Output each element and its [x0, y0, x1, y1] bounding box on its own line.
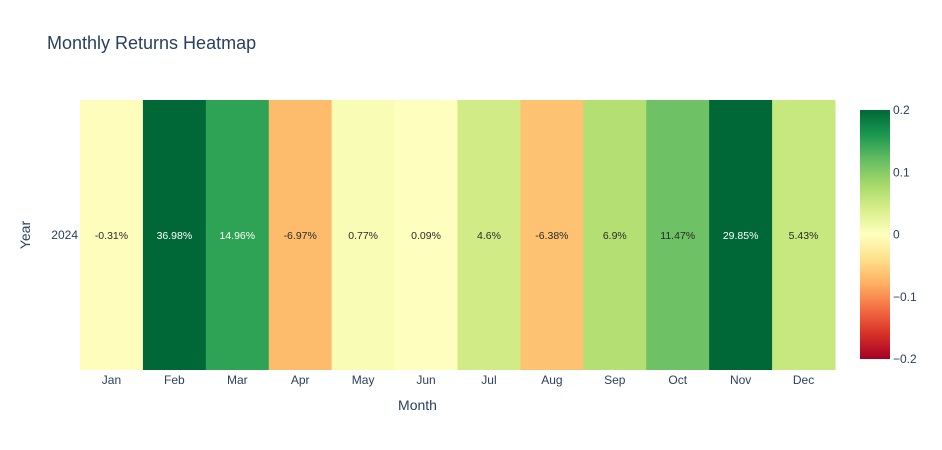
y-axis-title: Year: [17, 221, 33, 250]
heatmap-cell-label: 0.09%: [411, 230, 441, 242]
heatmap-cell: [457, 100, 521, 370]
heatmap-cell-label: -0.31%: [95, 230, 128, 242]
colorbar-tick-label: 0: [893, 228, 900, 242]
x-axis-ticks: Jan Feb Mar Apr May Jun Jul Aug Sep Oct Nov Dec: [102, 373, 814, 387]
heatmap-cell-label: -6.38%: [535, 230, 568, 242]
colorbar-tick-label: −0.1: [893, 290, 917, 304]
x-tick-label: Feb: [164, 373, 185, 387]
heatmap-cell: [331, 100, 396, 370]
heatmap-cell-label: 4.6%: [477, 230, 501, 242]
colorbar: 0.2 0.1 0 −0.1 −0.2: [860, 103, 917, 366]
heatmap-cell-label: 36.98%: [157, 230, 193, 242]
heatmap-cell: [646, 100, 710, 370]
x-tick-label: Oct: [668, 373, 687, 387]
x-axis-title: Month: [398, 397, 437, 413]
heatmap-cell: [205, 100, 270, 370]
colorbar-tick-label: 0.1: [893, 165, 910, 179]
heatmap-cell: [142, 100, 207, 370]
heatmap-cell-label: 29.85%: [723, 230, 759, 242]
heatmap-cell: [80, 100, 144, 370]
y-axis-ticks: 2024: [51, 228, 78, 242]
colorbar-tick-label: −0.2: [893, 352, 917, 366]
x-tick-label: Apr: [291, 373, 310, 387]
heatmap-cell: [394, 100, 458, 370]
x-tick-label: Dec: [793, 373, 814, 387]
x-tick-label: Jun: [416, 373, 435, 387]
chart-title: Monthly Returns Heatmap: [47, 33, 257, 53]
heatmap-cell: [268, 100, 333, 370]
x-tick-label: Jan: [102, 373, 121, 387]
heatmap-cell-label: 5.43%: [789, 230, 819, 242]
heatmap-cell: [709, 100, 773, 370]
heatmap-cells: [80, 100, 836, 370]
heatmap-cell-label: 6.9%: [603, 230, 627, 242]
heatmap-cell: [583, 100, 647, 370]
heatmap-cell-label: 0.77%: [348, 230, 378, 242]
colorbar-ticks: 0.2 0.1 0 −0.1 −0.2: [893, 103, 917, 366]
x-tick-label: Nov: [730, 373, 751, 387]
heatmap-cell-label: 14.96%: [219, 230, 255, 242]
x-tick-label: Aug: [541, 373, 562, 387]
colorbar-tick-label: 0.2: [893, 103, 910, 117]
y-tick-label: 2024: [51, 228, 78, 242]
x-tick-label: Jul: [481, 373, 496, 387]
heatmap-cell: [520, 100, 584, 370]
colorbar-gradient: [860, 110, 890, 359]
heatmap-cell-label: 11.47%: [660, 230, 695, 242]
x-tick-label: Mar: [227, 373, 248, 387]
heatmap-cell-labels: -0.31% 36.98% 14.96% -6.97% 0.77% 0.09% 4.6% -6…: [95, 230, 819, 242]
heatmap-cell: [772, 100, 836, 370]
x-tick-label: May: [352, 373, 375, 387]
heatmap-cell-label: -6.97%: [284, 230, 317, 242]
x-tick-label: Sep: [604, 373, 626, 387]
